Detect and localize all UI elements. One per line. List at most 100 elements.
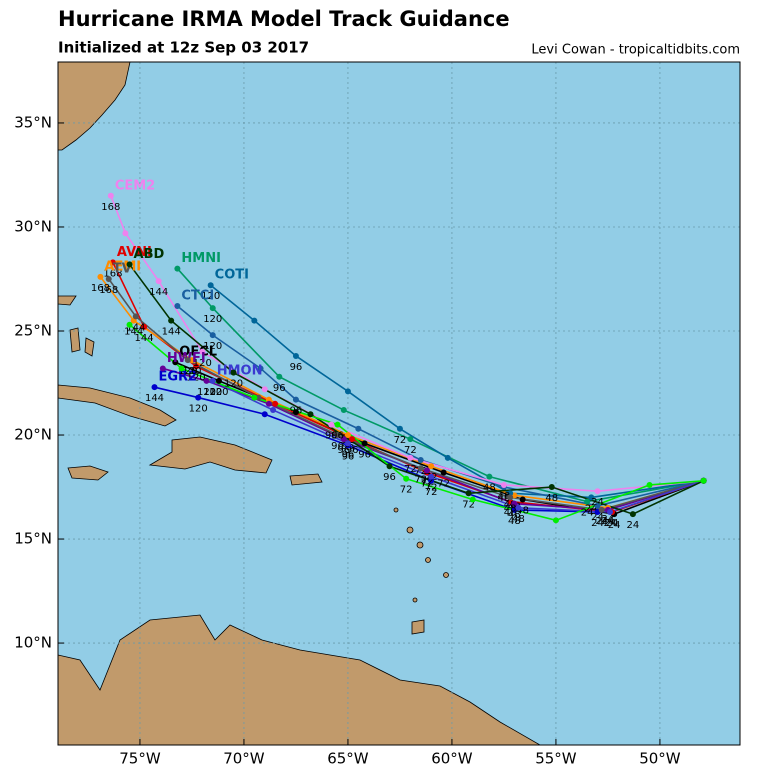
hour-label: 96 <box>358 449 371 460</box>
track-point <box>209 377 216 384</box>
model-label: EGR2 <box>159 370 198 385</box>
track-point <box>188 357 195 364</box>
hour-label: 48 <box>504 499 517 510</box>
track-point <box>126 261 133 268</box>
hour-label: 24 <box>591 497 604 508</box>
track-point <box>507 490 514 497</box>
frame <box>57 61 741 746</box>
hour-label: 24 <box>608 520 621 531</box>
hour-label: 144 <box>145 393 164 404</box>
track-point <box>174 265 181 272</box>
hour-label: 24 <box>602 514 615 525</box>
track-point <box>174 303 181 310</box>
track-point <box>251 317 258 324</box>
track-point <box>307 411 314 418</box>
track-point <box>209 305 216 312</box>
track-point <box>403 475 410 482</box>
x-tick-label: 75°W <box>119 750 161 768</box>
track-point <box>361 440 368 447</box>
hour-label: 120 <box>193 358 212 369</box>
track-point <box>272 400 279 407</box>
hour-label: 120 <box>187 372 206 383</box>
hour-label: 168 <box>99 285 118 296</box>
track-point <box>423 467 430 474</box>
hour-label: 120 <box>189 404 208 415</box>
track-point <box>97 273 104 280</box>
hour-label: 48 <box>516 506 529 517</box>
track-point <box>349 436 356 443</box>
track-point <box>594 488 601 495</box>
x-tick-label: 55°W <box>535 750 577 768</box>
track-point <box>261 386 268 393</box>
hour-label: 144 <box>149 287 168 298</box>
track-point <box>552 517 559 524</box>
track-point <box>159 365 166 372</box>
track-point <box>646 481 653 488</box>
hour-label: 96 <box>346 445 359 456</box>
hour-label: 24 <box>604 518 617 529</box>
hour-label: 24 <box>606 518 619 529</box>
track-point <box>105 275 112 282</box>
track-point <box>428 477 435 484</box>
track-point <box>292 352 299 359</box>
title: Hurricane IRMA Model Track Guidance <box>58 7 510 31</box>
tracks: 24487296120OFCL24487296120144168AVNI2448… <box>91 178 707 531</box>
track-point <box>515 504 522 511</box>
track-point <box>594 502 601 509</box>
track-point <box>209 332 216 339</box>
track-point <box>588 494 595 501</box>
track-point <box>178 365 185 372</box>
track-point <box>340 407 347 414</box>
track-line <box>176 268 704 503</box>
track-point <box>255 394 262 401</box>
hour-label: 48 <box>498 491 511 502</box>
hour-label: 48 <box>508 501 521 512</box>
y-tick-label: 35°N <box>14 113 52 131</box>
hour-label: 48 <box>483 483 496 494</box>
hour-label: 48 <box>545 493 558 504</box>
credit: Levi Cowan - tropicaltidbits.com <box>531 43 740 58</box>
hour-label: 72 <box>404 464 417 475</box>
track-point <box>195 394 202 401</box>
track-point <box>328 421 335 428</box>
hour-label: 144 <box>124 327 143 338</box>
track-point <box>132 313 139 320</box>
hour-label: 96 <box>331 431 344 442</box>
model-label: HMNI <box>181 251 221 266</box>
hour-label: 96 <box>290 362 303 373</box>
track-point <box>598 506 605 513</box>
track-point <box>700 477 707 484</box>
track-point <box>340 436 347 443</box>
hour-label: 48 <box>508 516 521 527</box>
track-point <box>407 454 414 461</box>
track-point <box>168 317 175 324</box>
subtitle: Initialized at 12z Sep 03 2017 <box>58 39 309 57</box>
hour-label: 48 <box>512 514 525 525</box>
hour-label: 72 <box>421 478 434 489</box>
track-point <box>428 463 435 470</box>
model-label: ABD <box>134 247 165 262</box>
track-point <box>109 259 116 266</box>
track-point <box>519 496 526 503</box>
track-point <box>629 511 636 518</box>
y-tick-label: 30°N <box>14 217 52 235</box>
model-label: CTCI <box>181 289 214 304</box>
track-point <box>417 465 424 472</box>
track-point <box>344 388 351 395</box>
hour-label: 72 <box>404 445 417 456</box>
track-point <box>215 377 222 384</box>
track-point <box>107 192 114 199</box>
track-point <box>355 425 362 432</box>
model-label: CEM2 <box>115 178 155 193</box>
x-tick-label: 65°W <box>327 750 369 768</box>
track-point <box>193 363 200 370</box>
hour-label: 144 <box>162 327 181 338</box>
hour-label: 144 <box>135 333 154 344</box>
track-point <box>417 456 424 463</box>
hour-label: 96 <box>325 431 338 442</box>
hour-label: 24 <box>595 516 608 527</box>
track-point <box>428 473 435 480</box>
hour-label: 96 <box>342 449 355 460</box>
hour-label: 24 <box>627 520 640 531</box>
